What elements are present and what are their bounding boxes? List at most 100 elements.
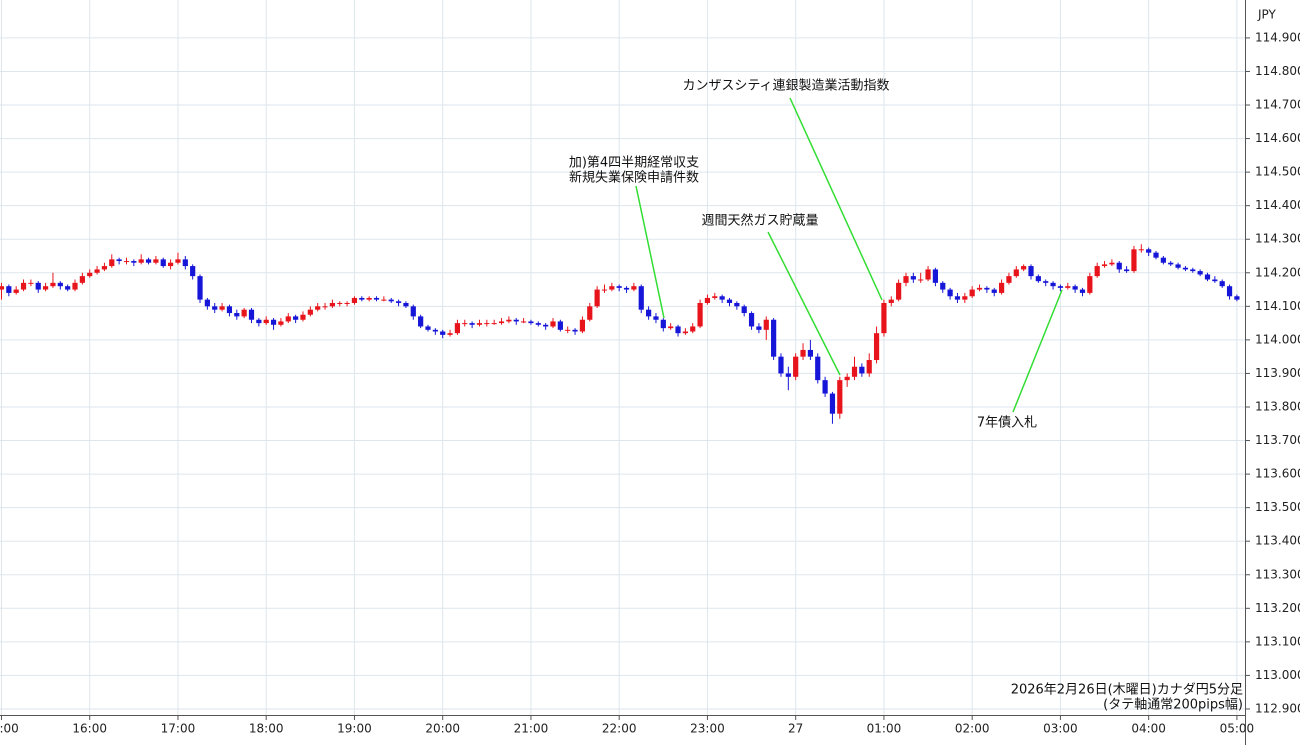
candle-body [57,282,63,287]
candle-body [925,269,931,280]
candle-body [962,296,968,300]
candle-body [550,321,556,327]
candle-body [160,259,166,267]
candle-body [440,331,446,335]
y-tick-label: 113.400 [1255,534,1300,548]
y-tick-label: 114.400 [1255,198,1300,212]
candle-body [410,306,416,317]
candle-body [543,324,549,327]
x-tick-label: 17:00 [161,722,196,736]
candle-body [1028,266,1034,277]
candle-body [866,360,872,374]
candle-body [697,302,703,327]
candle-body [248,309,255,320]
y-tick-label: 114.700 [1255,98,1300,112]
y-tick-label: 114.800 [1255,64,1300,78]
candle-body [748,313,755,327]
candle-body [138,259,144,263]
candle-body [520,321,527,323]
candle-body [0,286,5,290]
candle-body [998,282,1005,293]
candle-body [1035,276,1041,282]
candle-body [646,309,652,317]
candle-body [366,297,372,300]
candle-body [1146,249,1152,253]
candle-body [837,380,843,414]
candle-body [756,326,762,330]
candle-body [241,309,247,317]
chart-note: 2026年2月26日(木曜日)カナダ円5分足 [1011,683,1243,698]
annotation-leader [767,231,841,376]
candle-body [741,306,747,314]
candle-body [704,297,711,303]
x-tick-label: 01:00 [867,722,902,736]
candle-body [300,314,306,320]
candle-body [197,276,203,300]
candle-body [1021,266,1027,270]
candle-body [844,376,850,381]
annotation: 7年債入札 [977,416,1037,431]
candle-body [373,297,380,300]
candles [0,244,1240,424]
candle-body [190,266,196,277]
candle-body [969,289,975,297]
candle-body [6,286,12,293]
candle-body [351,297,358,303]
candle-body [256,319,262,324]
candle-body [1116,262,1122,270]
candle-body [579,319,586,332]
candle-body [307,309,313,315]
candle-body [535,323,541,325]
candle-body [1043,281,1049,283]
annotation: 加)第4四半期経常収支 [569,156,699,171]
candle-body [910,276,916,280]
candle-body [28,282,34,284]
x-tick-label: 05:00 [1220,722,1255,736]
candle-body [212,306,218,310]
candle-body [954,296,961,300]
y-tick-label: 113.500 [1255,500,1300,514]
candle-body [800,349,806,357]
candle-body [1197,271,1203,275]
candle-body [778,356,784,374]
candle-body [572,329,578,332]
candle-body [1204,274,1211,280]
candle-body [153,259,159,263]
candle-body [859,366,865,374]
y-tick-label: 113.000 [1255,668,1300,682]
candle-body [888,299,894,303]
candle-body [1160,257,1166,263]
candle-body [1094,266,1100,277]
candle-body [425,326,431,330]
candle-body [638,286,644,310]
candle-body [454,323,461,334]
candle-body [1226,286,1233,297]
candle-body [94,269,100,273]
candle-body [631,286,637,290]
candle-body [395,301,402,303]
candle-body [1234,296,1240,300]
candle-body [984,287,990,290]
y-tick-label: 113.100 [1255,634,1300,648]
candle-body [616,286,622,288]
candle-body [682,331,688,334]
candle-body [1072,286,1078,290]
annotation: 週間天然ガス貯蔵量 [701,213,818,229]
candle-body [1138,249,1144,251]
candle-body [72,282,78,290]
candle-body [1109,262,1115,265]
candle-body [734,302,740,307]
x-tick-label: 27 [788,722,803,736]
y-tick-label: 113.700 [1255,433,1300,447]
candle-body [1050,282,1056,287]
annotation-leader [789,97,883,301]
candle-body [131,261,137,263]
candle-body [726,299,733,303]
x-tick-label: 16:00 [72,722,107,736]
candle-body [1065,286,1071,288]
candle-body [1079,289,1086,293]
candle-body [322,306,328,308]
candle-body [20,282,27,290]
y-tick-label: 114.600 [1255,131,1300,145]
candle-body [785,373,791,377]
